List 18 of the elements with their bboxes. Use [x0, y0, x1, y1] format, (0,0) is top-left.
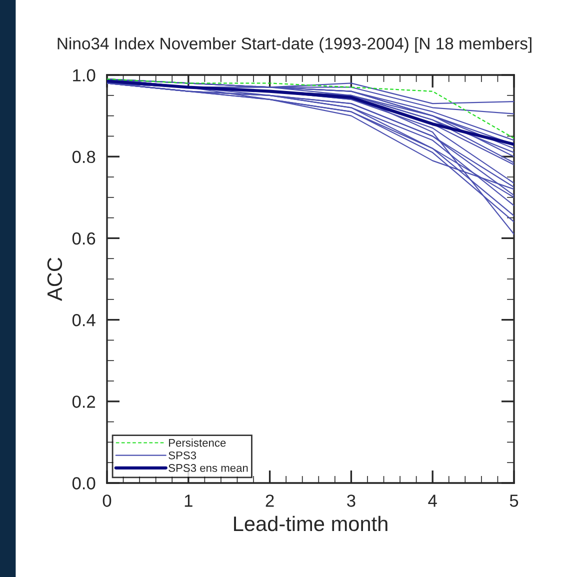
- y-tick-label: 0.2: [72, 396, 96, 408]
- x-tick-label: 4: [428, 494, 437, 507]
- legend-label: SPS3: [168, 451, 196, 460]
- x-tick-label: 1: [184, 494, 192, 507]
- legend-label: SPS3 ens mean: [168, 464, 248, 472]
- y-tick-label: 1.0: [73, 69, 96, 82]
- legend-label: Persistence: [169, 438, 226, 447]
- chart-title: Nino34 Index November Start-date (1993-2004) [N 18 members]: [58, 37, 532, 53]
- x-axis-title: Lead-time month: [234, 516, 388, 532]
- y-tick-label: 0.4: [72, 314, 96, 326]
- y-tick-label: 0.8: [72, 150, 96, 164]
- x-tick-label: 5: [510, 494, 518, 507]
- y-tick-label: 0.0: [72, 477, 96, 490]
- x-tick-label: 2: [266, 494, 274, 507]
- y-axis-title: ACC: [47, 258, 62, 301]
- x-tick-label: 3: [347, 494, 356, 507]
- y-tick-label: 0.6: [72, 232, 96, 245]
- x-tick-label: 0: [102, 494, 112, 507]
